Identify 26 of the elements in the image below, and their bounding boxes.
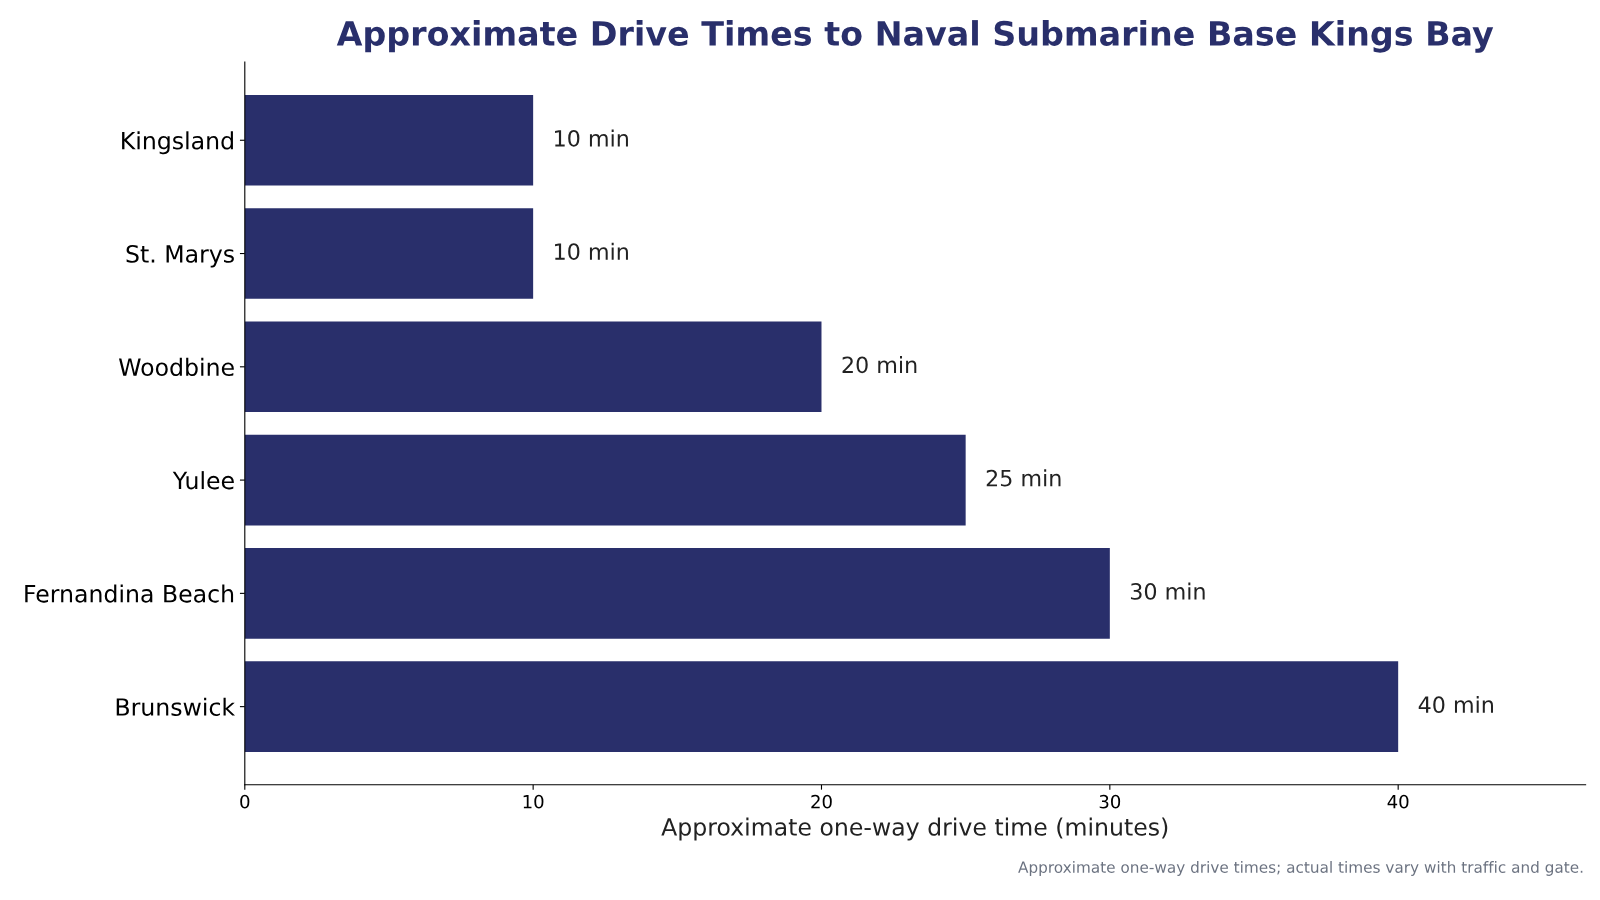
y-tick-label: St. Marys	[126, 244, 234, 268]
x-tick-label: 40	[1387, 794, 1409, 809]
x-tick-label: 30	[1099, 794, 1121, 809]
data-label: 10 min	[555, 129, 628, 147]
bar	[244, 208, 534, 299]
data-label: 25 min	[986, 469, 1061, 487]
x-tick-label: 20	[811, 794, 832, 809]
x-axis-title: Approximate one-way drive time (minutes)	[661, 817, 1168, 841]
y-tick-label: Kingsland	[122, 131, 233, 155]
data-label: 30 min	[1130, 582, 1205, 600]
y-tick-label: Fernandina Beach	[25, 584, 234, 603]
data-label: 40 min	[1418, 695, 1493, 714]
y-tick-label: Yulee	[172, 471, 234, 490]
bar	[244, 548, 1110, 639]
bar	[244, 661, 1399, 752]
data-label: 20 min	[842, 356, 917, 374]
text: Approximate one-way drive times; actual times vary with traffic and gate.	[1018, 861, 1583, 876]
data-label: 10 min	[555, 242, 628, 260]
y-tick-label: Woodbine	[118, 357, 234, 377]
y-tick-label: Brunswick	[116, 697, 236, 716]
bar	[244, 321, 822, 413]
bar	[244, 434, 966, 526]
x-tick-label: 0	[240, 794, 250, 809]
chart-title: Approximate Drive Times to Naval Submarine Base Kings Bay	[336, 20, 1494, 53]
x-tick-label: 10	[523, 794, 544, 809]
bar	[244, 94, 534, 186]
